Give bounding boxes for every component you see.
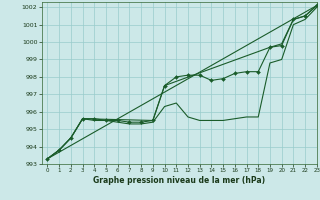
- X-axis label: Graphe pression niveau de la mer (hPa): Graphe pression niveau de la mer (hPa): [93, 176, 265, 185]
